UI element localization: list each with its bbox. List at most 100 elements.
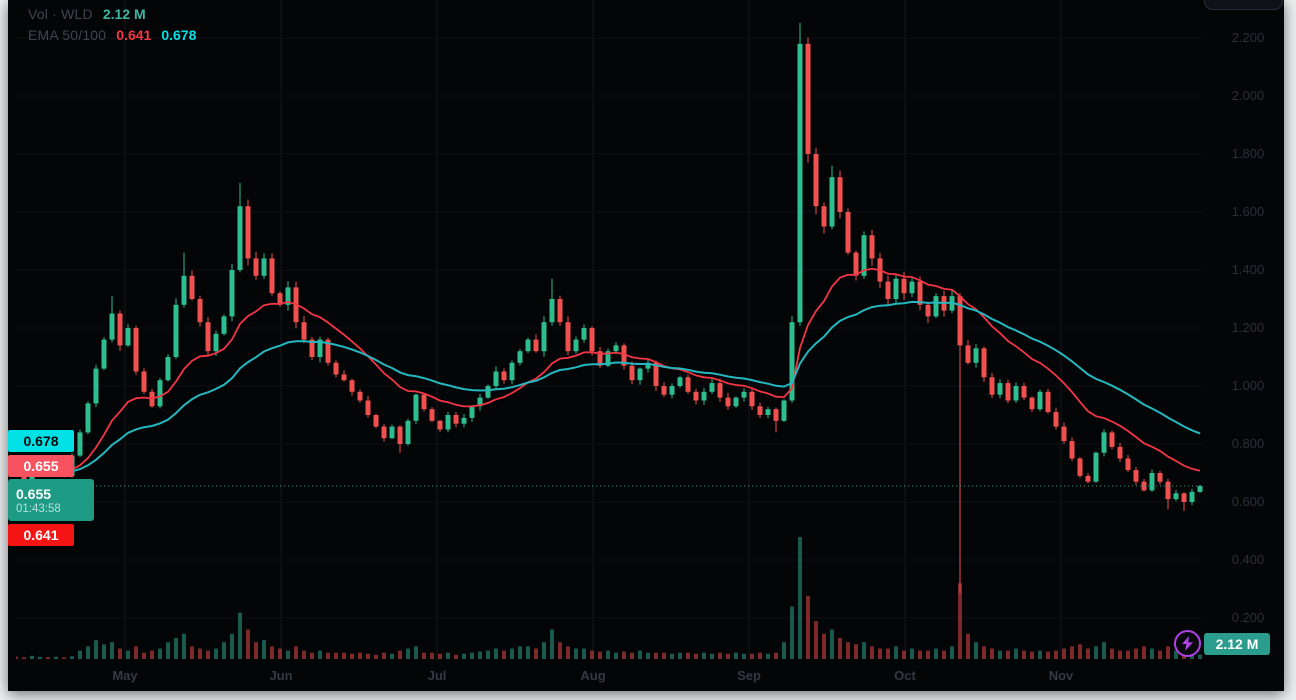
volume-bar <box>246 629 250 659</box>
volume-bar <box>358 652 362 659</box>
volume-bar <box>222 642 226 659</box>
toolbar-pill-button[interactable] <box>1204 0 1283 10</box>
volume-bar <box>886 648 890 659</box>
candle-body <box>445 415 451 430</box>
candle-body <box>197 299 203 323</box>
candle-body <box>565 322 571 352</box>
price-axis[interactable]: 2.200 2.000 1.800 1.600 1.400 1.200 1.000 0.800… <box>1204 0 1292 660</box>
candle-body <box>1029 397 1035 410</box>
candle-body <box>333 362 339 375</box>
candle-body <box>381 426 387 439</box>
volume-bar <box>622 651 626 659</box>
candle-body <box>605 351 611 366</box>
volume-bar <box>654 652 658 659</box>
volume-bar <box>902 650 906 659</box>
candle-body <box>285 287 291 305</box>
indicator-legend: Vol · WLD 2.12 M EMA 50/100 0.641 0.678 <box>28 3 206 45</box>
candle-body <box>637 368 643 381</box>
volume-bar <box>94 640 98 659</box>
candle-body <box>429 409 435 421</box>
time-axis[interactable]: May Jun Jul Aug Sep Oct Nov <box>8 662 1196 691</box>
candle-body <box>405 420 411 444</box>
candle-body <box>453 415 459 424</box>
month-label[interactable]: Nov <box>1048 668 1074 683</box>
volume-bar <box>198 648 202 659</box>
current-volume-value: 2.12 M <box>1215 636 1259 652</box>
legend-ema-row[interactable]: EMA 50/100 0.641 0.678 <box>28 24 206 45</box>
volume-bar <box>54 656 58 659</box>
volume-bar <box>686 652 690 659</box>
volume-bar <box>758 652 762 659</box>
volume-bar <box>142 652 146 659</box>
candle-body <box>1085 475 1091 482</box>
candle-body <box>365 400 371 415</box>
candle-body <box>997 383 1003 395</box>
candle-body <box>589 328 595 352</box>
volume-bar <box>342 652 346 659</box>
volume-bar <box>518 646 522 659</box>
volume-bar <box>422 652 426 659</box>
volume-bar <box>678 652 682 659</box>
candle-body <box>1133 470 1139 482</box>
volume-bar <box>46 657 50 659</box>
volume-bar <box>302 650 306 659</box>
volume-bar <box>926 650 930 659</box>
ema100-line <box>16 300 1201 475</box>
volume-bar <box>294 646 298 659</box>
candle-body <box>157 380 163 407</box>
month-label[interactable]: Jul <box>427 668 447 683</box>
volume-bar <box>574 648 578 659</box>
month-label[interactable]: Aug <box>580 668 606 683</box>
month-label[interactable]: May <box>112 668 138 683</box>
volume-bar <box>270 646 274 659</box>
volume-bar <box>1198 654 1202 659</box>
volume-bar <box>502 650 506 659</box>
month-label[interactable]: Oct <box>894 668 916 683</box>
volume-bar <box>62 657 66 659</box>
candle-body <box>741 391 747 398</box>
volume-bar <box>646 652 650 659</box>
volume-bar <box>126 650 130 659</box>
candle-body <box>821 206 827 227</box>
volume-bar <box>742 653 746 659</box>
candle-body <box>573 339 579 352</box>
candle-body <box>909 281 915 294</box>
price-tick-label: 1.600 <box>1231 204 1265 219</box>
volume-indicator-value: 2.12 M <box>102 5 146 22</box>
lightning-boost-button[interactable] <box>1174 630 1201 657</box>
volume-bar <box>958 583 962 659</box>
volume-bar <box>1110 648 1114 659</box>
month-label[interactable]: Sep <box>737 668 761 683</box>
candle-body <box>1037 391 1043 410</box>
volume-bar <box>710 653 714 659</box>
current-volume-badge: 2.12 M <box>1204 633 1270 655</box>
price-tick-label: 0.400 <box>1231 552 1265 567</box>
candle-body <box>245 206 251 259</box>
candle-body <box>133 328 139 372</box>
ema50-line <box>16 267 1201 476</box>
volume-bar <box>430 652 434 659</box>
volume-bar <box>990 648 994 659</box>
volume-bar <box>806 595 810 659</box>
candle-body <box>1173 493 1179 500</box>
volume-bar <box>454 654 458 659</box>
candle-body <box>869 235 875 259</box>
volume-bar <box>16 656 18 659</box>
volume-bar <box>822 633 826 659</box>
legend-volume-row[interactable]: Vol · WLD 2.12 M <box>28 3 206 24</box>
candle-body <box>205 322 211 352</box>
volume-bar <box>670 653 674 659</box>
volume-bar <box>374 654 378 659</box>
price-tick-label: 1.800 <box>1231 146 1265 161</box>
candle-body <box>901 278 907 294</box>
candle-body <box>349 380 355 392</box>
month-label[interactable]: Jun <box>269 668 293 683</box>
candle-body <box>757 406 763 415</box>
ema-indicator-label: EMA 50/100 <box>28 26 107 43</box>
volume-bar <box>982 646 986 659</box>
candle-body <box>1197 486 1203 492</box>
candlestick-chart-area[interactable] <box>8 0 1296 700</box>
volume-bar <box>86 646 90 659</box>
volume-bar <box>478 651 482 659</box>
volume-bar <box>326 652 330 659</box>
